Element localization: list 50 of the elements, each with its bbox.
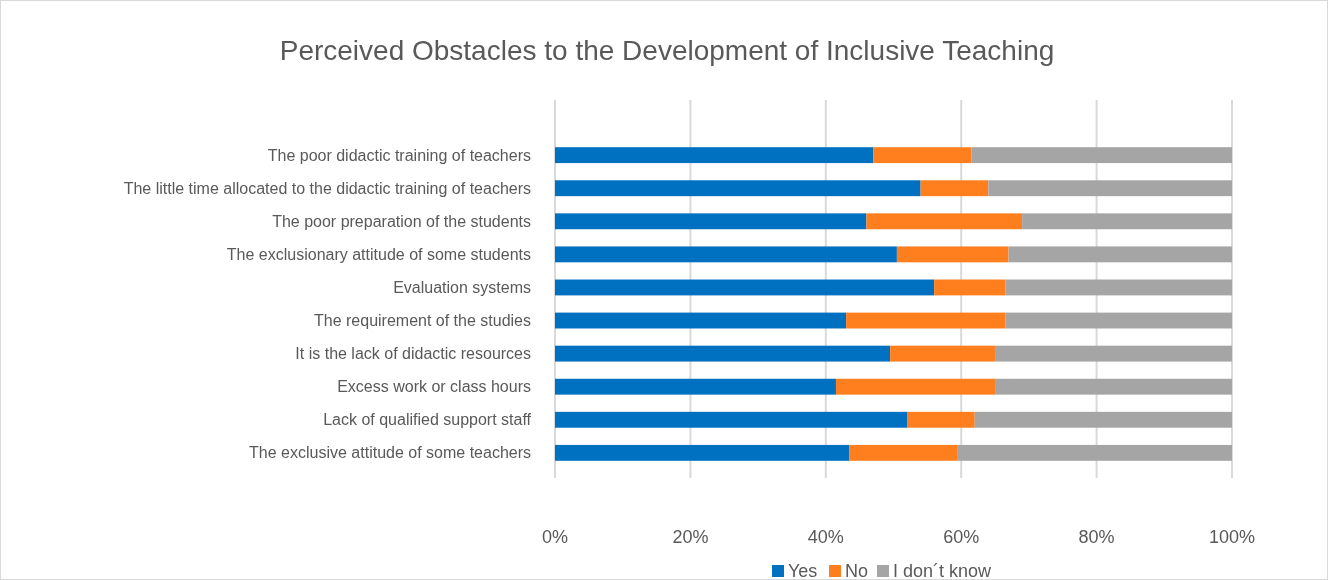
bar bbox=[957, 444, 1232, 461]
y-tick-label: Lack of qualified support staff bbox=[323, 411, 532, 429]
bar bbox=[555, 180, 921, 197]
bar bbox=[1005, 312, 1233, 329]
x-tick-label: 20% bbox=[672, 527, 709, 547]
y-tick-label: Excess work or class hours bbox=[337, 378, 531, 396]
bar bbox=[555, 279, 935, 296]
legend-label: I don´t know bbox=[893, 561, 993, 580]
bar bbox=[555, 147, 874, 164]
bar bbox=[873, 147, 972, 164]
bar bbox=[555, 444, 850, 461]
bar bbox=[555, 345, 891, 362]
y-tick-label: It is the lack of didactic resources bbox=[295, 345, 531, 363]
bar bbox=[555, 378, 836, 395]
y-tick-label: The little time allocated to the didactic training of teachers bbox=[123, 179, 531, 197]
y-tick-label: The requirement of the studies bbox=[313, 312, 531, 330]
bar bbox=[1008, 246, 1232, 263]
x-tick-label: 40% bbox=[807, 527, 844, 547]
bar bbox=[890, 345, 996, 362]
y-tick-label: The exclusionary attitude of some students bbox=[226, 245, 531, 263]
y-tick-label: The poor preparation of the students bbox=[272, 212, 531, 230]
bar bbox=[988, 180, 1232, 197]
x-tick-label: 100% bbox=[1208, 527, 1256, 547]
bar bbox=[974, 411, 1232, 428]
bar bbox=[555, 246, 897, 263]
y-tick-label: Evaluation systems bbox=[393, 279, 531, 297]
bar bbox=[995, 378, 1232, 395]
y-tick-label: The exclusive attitude of some teachers bbox=[249, 444, 531, 462]
legend-label: Yes bbox=[788, 561, 818, 580]
bar bbox=[995, 345, 1232, 362]
chart-title: Perceived Obstacles to the Development of Inclusive Teaching bbox=[279, 35, 1055, 66]
legend-label: No bbox=[845, 561, 869, 580]
bar bbox=[835, 378, 996, 395]
bar bbox=[555, 411, 908, 428]
bar bbox=[846, 312, 1006, 329]
bar bbox=[971, 147, 1232, 164]
x-tick-label: 60% bbox=[943, 527, 980, 547]
bar bbox=[1022, 213, 1232, 230]
bar bbox=[555, 312, 847, 329]
bar bbox=[866, 213, 1023, 230]
bar bbox=[555, 213, 867, 230]
bar bbox=[896, 246, 1009, 263]
bar bbox=[920, 180, 989, 197]
bar bbox=[1005, 279, 1233, 296]
bar bbox=[934, 279, 1006, 296]
x-tick-label: 80% bbox=[1078, 527, 1115, 547]
bar bbox=[849, 444, 958, 461]
bar bbox=[907, 411, 975, 428]
y-tick-label: The poor didactic training of teachers bbox=[267, 146, 531, 164]
x-tick-label: 0% bbox=[541, 527, 569, 547]
